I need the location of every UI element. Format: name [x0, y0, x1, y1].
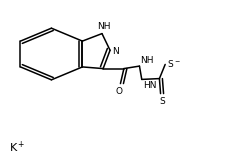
- Text: S$^-$: S$^-$: [166, 58, 180, 69]
- Text: N: N: [112, 47, 119, 56]
- Text: HN: HN: [142, 81, 156, 90]
- Text: O: O: [115, 87, 122, 96]
- Text: NH: NH: [97, 22, 111, 31]
- Text: S: S: [158, 97, 164, 106]
- Text: NH: NH: [140, 56, 153, 65]
- Text: K$^+$: K$^+$: [9, 140, 25, 155]
